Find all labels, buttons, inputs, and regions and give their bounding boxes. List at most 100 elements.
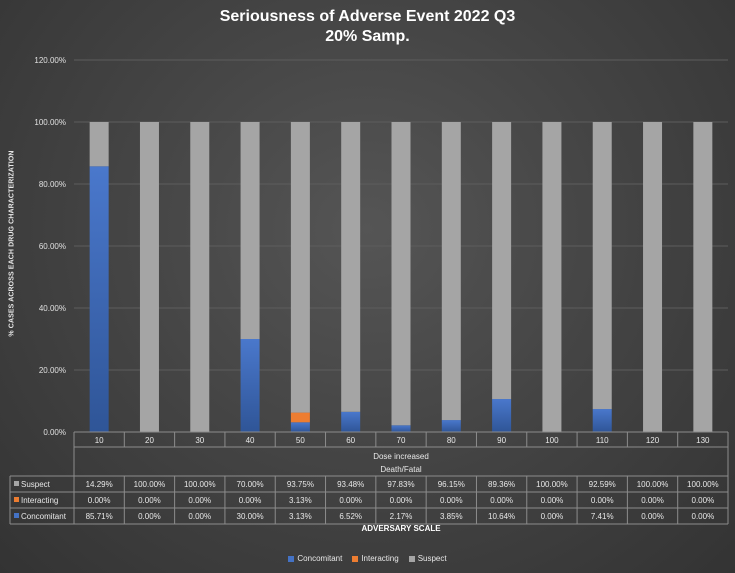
table-cell-value: 30.00% [237, 512, 264, 521]
table-cell-value: 70.00% [237, 480, 264, 489]
table-cell-value: 2.17% [390, 512, 413, 521]
legend-swatch [408, 555, 415, 562]
bar-suspect [190, 122, 210, 432]
table-cell-value: 100.00% [637, 480, 669, 489]
table-row-label: Concomitant [21, 512, 67, 521]
x-category-label: 40 [246, 436, 255, 445]
bar-concomitant [290, 422, 310, 432]
bar-suspect [139, 122, 159, 432]
legend-label: Interacting [361, 554, 399, 563]
table-cell-value: 3.85% [440, 512, 463, 521]
legend-label: Concomitant [297, 554, 343, 563]
table-cell-value: 93.75% [287, 480, 314, 489]
x-category-label: 120 [646, 436, 660, 445]
bar-concomitant [341, 411, 361, 432]
table-legend-key [14, 497, 19, 502]
x-category-label: 80 [447, 436, 456, 445]
legend-swatch [288, 555, 295, 562]
bar-concomitant [441, 420, 461, 432]
table-cell-value: 3.13% [289, 496, 312, 505]
chart-subtitle: 20% Samp. [325, 28, 410, 45]
y-tick-label: 60.00% [39, 242, 66, 251]
bar-concomitant [240, 339, 260, 432]
table-row-label: Suspect [21, 480, 51, 489]
bar-suspect [693, 122, 713, 432]
x-category-label: 130 [696, 436, 710, 445]
x-category-label: 110 [596, 436, 609, 445]
y-tick-label: 20.00% [39, 366, 66, 375]
table-cell-value: 0.00% [440, 496, 463, 505]
table-cell-value: 97.83% [387, 480, 414, 489]
chart-title: Seriousness of Adverse Event 2022 Q3 [219, 8, 516, 25]
x-category-label: 10 [95, 436, 104, 445]
table-legend-key [14, 513, 19, 518]
table-cell-value: 0.00% [339, 496, 362, 505]
x-axis-title: ADVERSARY SCALE [361, 524, 441, 533]
bar-suspect [89, 122, 109, 167]
table-cell-value: 14.29% [86, 480, 113, 489]
table-cell-value: 0.00% [692, 512, 715, 521]
table-cell-value: 0.00% [692, 496, 715, 505]
table-cell-value: 0.00% [88, 496, 111, 505]
table-cell-value: 0.00% [188, 496, 211, 505]
y-tick-label: 40.00% [39, 304, 66, 313]
table-cell-value: 85.71% [86, 512, 113, 521]
bar-concomitant [89, 166, 109, 432]
table-cell-value: 0.00% [138, 496, 161, 505]
x-category-label: 70 [397, 436, 406, 445]
table-cell-value: 6.52% [339, 512, 362, 521]
bar-suspect [290, 121, 310, 413]
y-tick-label: 100.00% [34, 118, 66, 127]
table-cell-value: 96.15% [438, 480, 465, 489]
y-tick-label: 80.00% [39, 180, 66, 189]
bar-interacting [290, 412, 310, 423]
legend: Concomitant Interacting Suspect [0, 554, 735, 563]
x-category-label: 20 [145, 436, 154, 445]
bar-suspect [542, 122, 562, 432]
table-legend-key [14, 481, 19, 486]
table-cell-value: 93.48% [337, 480, 364, 489]
bar-suspect [592, 122, 612, 410]
table-cell-value: 3.13% [289, 512, 312, 521]
y-tick-label: 0.00% [43, 428, 66, 437]
bar-concomitant [592, 409, 612, 432]
table-cell-value: 0.00% [641, 496, 664, 505]
table-cell-value: 0.00% [591, 496, 614, 505]
table-cell-value: 0.00% [390, 496, 413, 505]
table-cell-value: 0.00% [541, 496, 564, 505]
table-cell-value: 7.41% [591, 512, 614, 521]
bar-suspect [391, 122, 411, 426]
x-category-label: 50 [296, 436, 305, 445]
group-label: Death/Fatal [380, 465, 422, 474]
table-cell-value: 100.00% [184, 480, 216, 489]
table-cell-value: 92.59% [589, 480, 616, 489]
x-category-label: 60 [346, 436, 355, 445]
bar-suspect [341, 122, 361, 412]
table-cell-value: 10.64% [488, 512, 515, 521]
bar-suspect [441, 122, 461, 421]
table-cell-value: 89.36% [488, 480, 515, 489]
table-cell-value: 0.00% [541, 512, 564, 521]
table-cell-value: 0.00% [490, 496, 513, 505]
bar-suspect [643, 122, 663, 432]
table-cell-value: 100.00% [687, 480, 719, 489]
table-cell-value: 0.00% [188, 512, 211, 521]
legend-item-interacting: Interacting [352, 554, 399, 563]
table-cell-value: 0.00% [641, 512, 664, 521]
legend-swatch [352, 555, 359, 562]
bar-concomitant [391, 425, 411, 432]
table-cell-value: 0.00% [239, 496, 262, 505]
legend-label: Suspect [417, 554, 447, 563]
table-cell-value: 100.00% [536, 480, 568, 489]
legend-item-suspect: Suspect [408, 554, 447, 563]
bar-suspect [240, 122, 260, 339]
table-cell-value: 0.00% [138, 512, 161, 521]
table-row-label: Interacting [21, 496, 58, 505]
x-category-label: 30 [195, 436, 204, 445]
y-tick-label: 120.00% [34, 56, 66, 65]
bar-concomitant [492, 399, 512, 432]
table-cell-value: 100.00% [134, 480, 166, 489]
legend-item-concomitant: Concomitant [288, 554, 342, 563]
bar-suspect [492, 122, 512, 400]
